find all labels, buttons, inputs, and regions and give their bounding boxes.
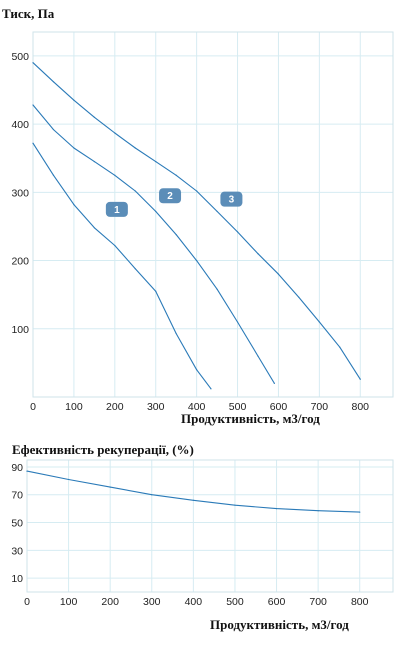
series-line-1 [32,142,212,390]
x-tick-label: 500 [226,596,244,608]
data-point [52,174,55,176]
x-tick-label: 800 [351,596,369,608]
x-tick-label: 100 [65,401,83,413]
data-point [273,382,275,384]
y-tick-label: 100 [11,324,29,336]
data-point [216,210,218,213]
data-point [275,508,278,510]
data-point [73,99,75,101]
x-tick-label: 600 [270,401,288,413]
data-point [73,204,75,206]
efficiency-chart-title: Ефективність рекуперації, (%) [12,442,194,457]
efficiency-chart-xlabel: Продуктивність, м3/год [210,617,349,632]
curve-badge-2 [159,188,182,204]
data-point [32,142,34,144]
data-point [359,378,361,380]
x-tick-label: 400 [188,401,206,413]
y-tick-label: 300 [11,187,29,199]
data-point [93,227,95,229]
y-tick-label: 30 [11,545,23,557]
data-point [175,174,177,176]
data-point [32,104,34,106]
x-tick-label: 800 [352,401,370,413]
y-tick-label: 10 [11,573,23,585]
data-point [155,290,157,292]
data-point [210,388,212,390]
data-point [32,62,34,64]
data-point [134,190,136,192]
x-tick-label: 500 [229,401,247,413]
data-point [114,174,116,176]
x-tick-label: 300 [143,596,161,608]
data-point [317,510,319,512]
data-point [257,355,259,357]
x-tick-label: 600 [268,596,286,608]
y-tick-label: 200 [11,256,29,268]
curve-badge-label: 3 [229,195,235,206]
pressure-chart: 0 100 200 300 400 500 600 700 800 100 200 300 400 500… [11,31,394,413]
data-point [93,161,95,163]
x-tick-label: 200 [106,401,124,413]
curve-badge-3 [220,191,243,207]
data-point [257,253,259,255]
data-point [73,147,75,149]
data-point [109,486,111,488]
pressure-chart-title: Тиск, Па [2,6,55,21]
x-tick-label: 700 [311,401,329,413]
data-point [155,161,157,163]
data-point [114,132,116,134]
data-point [134,268,136,270]
data-point [359,511,361,513]
data-point [277,273,280,275]
data-point [216,288,218,290]
y-tick-label: 70 [11,490,23,502]
data-point [114,244,116,247]
y-tick-label: 50 [11,518,23,530]
y-tick-label: 400 [11,119,29,131]
data-point [318,321,320,323]
curve-badge-label: 1 [114,205,120,216]
data-point [26,470,28,472]
data-point [234,504,236,506]
x-tick-label: 200 [101,596,119,608]
data-point [93,116,95,118]
data-point [175,234,177,236]
x-tick-label: 0 [30,401,36,413]
x-tick-label: 100 [60,596,78,608]
curve-badge-1 [105,201,128,217]
series-line-2 [32,104,275,384]
x-tick-label: 700 [309,596,327,608]
data-point [52,128,55,131]
data-point [175,332,177,335]
data-point [52,81,55,83]
data-point [134,147,136,149]
y-tick-label: 500 [11,51,29,63]
data-point [339,346,341,348]
data-point [192,499,194,501]
data-point [151,494,153,496]
data-point [196,369,198,371]
data-point [155,210,157,213]
data-point [236,321,239,323]
x-tick-label: 400 [185,596,203,608]
data-point [67,478,70,481]
data-point [196,259,198,262]
curve-badge-label: 2 [167,191,173,202]
plot-frame [26,459,394,593]
data-point [298,296,300,298]
x-tick-label: 300 [147,401,165,413]
data-point [196,190,198,192]
efficiency-chart: 0 100 200 300 400 500 600 700 800 10 30 50 70 90 [11,459,394,608]
pressure-chart-xlabel: Продуктивність, м3/год [181,411,320,426]
y-tick-label: 90 [11,462,23,474]
data-point [236,231,239,233]
plot-frame [32,31,394,398]
x-tick-label: 0 [24,596,30,608]
